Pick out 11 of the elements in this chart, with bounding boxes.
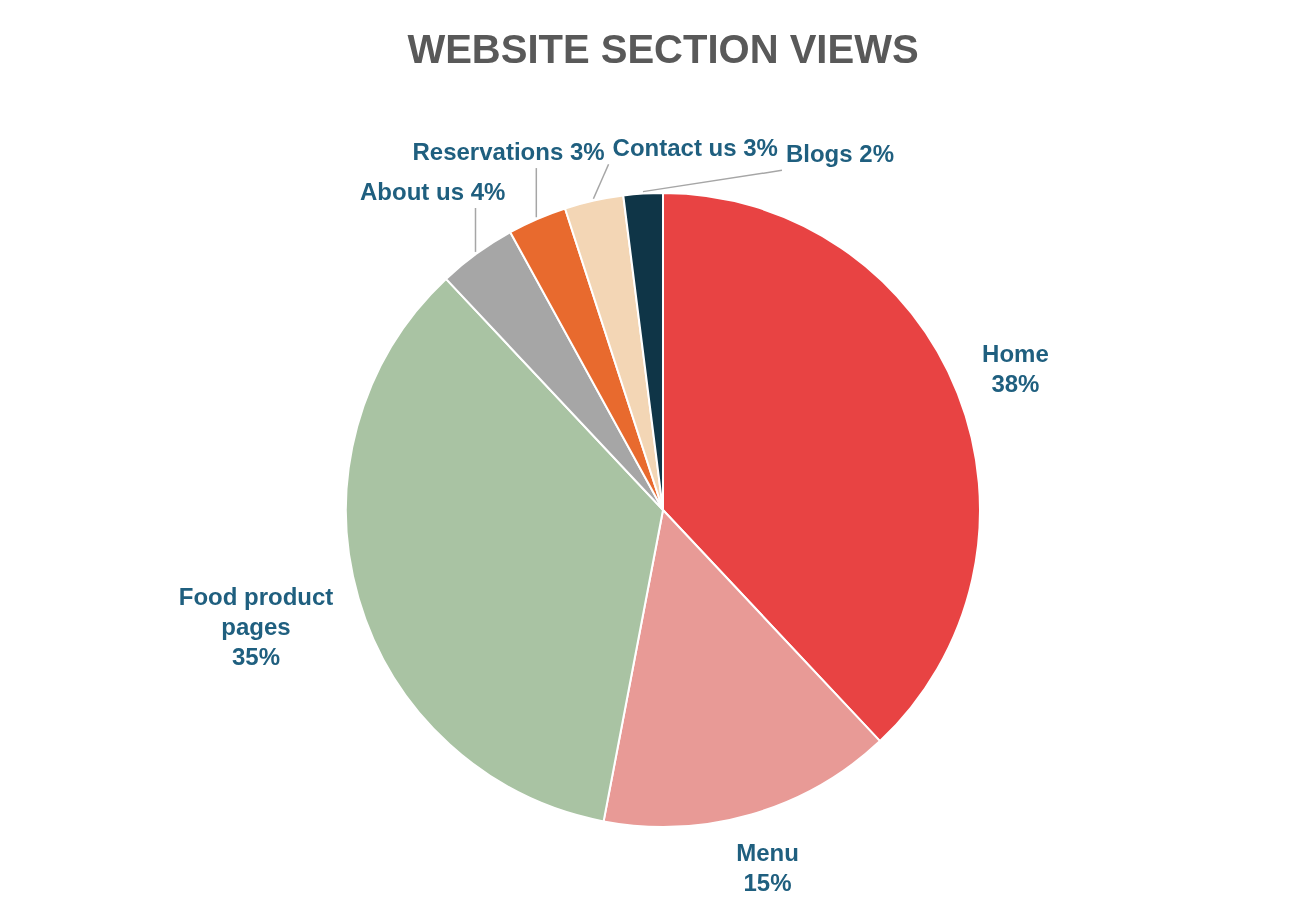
- slice-label: Menu: [736, 839, 799, 867]
- slice-label: Blogs 2%: [785, 139, 894, 167]
- chart-title: WEBSITE SECTION VIEWS: [407, 27, 919, 72]
- slice-label: About us 4%: [360, 177, 506, 205]
- data-label: 15%: [743, 869, 792, 897]
- slice-label: Home: [982, 340, 1049, 368]
- data-label: 38%: [991, 370, 1040, 398]
- slice-label: Reservations 3%: [412, 137, 605, 165]
- slice-label: Food product pages: [178, 582, 334, 640]
- slice-label: Contact us 3%: [612, 133, 778, 161]
- data-label: 35%: [232, 642, 281, 670]
